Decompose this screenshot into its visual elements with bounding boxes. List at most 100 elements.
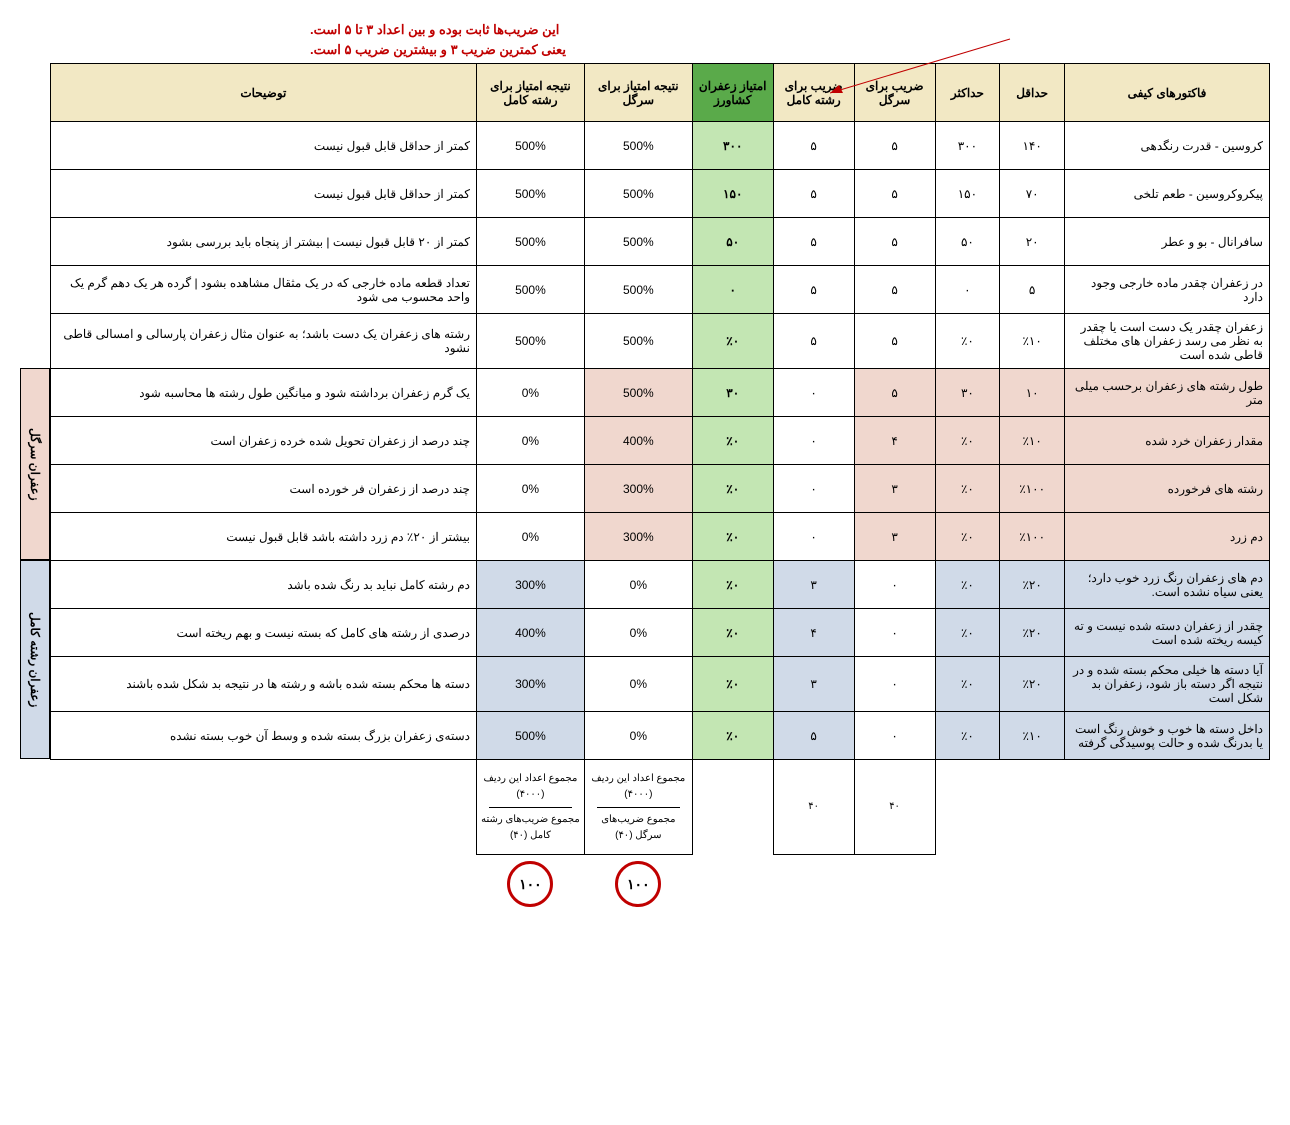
cell-min: ۷۰	[1000, 170, 1065, 218]
cell-max: ۳۰	[935, 369, 1000, 417]
cell-max: ۵۰	[935, 218, 1000, 266]
final-sargol: ۱۰۰	[584, 855, 692, 914]
cell-factor: پیکروکروسین - طعم تلخی	[1065, 170, 1270, 218]
cell-factor: در زعفران چقدر ماده خارجی وجود دارد	[1065, 266, 1270, 314]
sum-coef-full: ۴۰	[773, 760, 854, 855]
cell-result-full: 0%	[476, 417, 584, 465]
cell-max: ۳۰۰	[935, 122, 1000, 170]
cell-coef-sargol: ۵	[854, 170, 935, 218]
final-full: ۱۰۰	[476, 855, 584, 914]
side-label-full: زعفران رشته کامل	[20, 560, 50, 759]
cell-coef-sargol: ۵	[854, 122, 935, 170]
cell-score: ٪۰	[692, 314, 773, 369]
table-row: پیکروکروسین - طعم تلخی۷۰۱۵۰۵۵۱۵۰500%500%…	[50, 170, 1269, 218]
cell-coef-full: ۵	[773, 122, 854, 170]
cell-desc: کمتر از ۲۰ قابل قبول نیست | بیشتر از پنج…	[50, 218, 476, 266]
cell-max: ٪۰	[935, 609, 1000, 657]
cell-result-full: 400%	[476, 609, 584, 657]
cell-max: ٪۰	[935, 314, 1000, 369]
table-row: دم زرد٪۱۰۰٪۰۳۰٪۰300%0%بیشتر از ۲۰٪ دم زر…	[50, 513, 1269, 561]
note-text: این ضریب‌ها ثابت بوده و بین اعداد ۳ تا ۵…	[310, 20, 1270, 59]
cell-coef-sargol: ۳	[854, 513, 935, 561]
cell-factor: چقدر از زعفران دسته شده نیست و ته کیسه ر…	[1065, 609, 1270, 657]
cell-result-sargol: 500%	[584, 170, 692, 218]
cell-min: ۱۴۰	[1000, 122, 1065, 170]
side-spacer	[20, 63, 50, 368]
cell-coef-full: ۵	[773, 218, 854, 266]
cell-desc: درصدی از رشته های کامل که بسته نیست و به…	[50, 609, 476, 657]
sum-result-sargol: مجموع اعداد این ردیف (۴۰۰۰)مجموع ضریب‌ها…	[584, 760, 692, 855]
cell-result-full: 0%	[476, 513, 584, 561]
th-desc: توضیحات	[50, 64, 476, 122]
cell-score: ۳۰	[692, 369, 773, 417]
cell-factor: طول رشته های زعفران برحسب میلی متر	[1065, 369, 1270, 417]
table-row: سافرانال - بو و عطر۲۰۵۰۵۵۵۰500%500%کمتر …	[50, 218, 1269, 266]
th-result-sargol: نتیجه امتیاز برای سرگل	[584, 64, 692, 122]
cell-result-sargol: 300%	[584, 513, 692, 561]
cell-desc: کمتر از حداقل قابل قبول نیست	[50, 122, 476, 170]
cell-score: ۳۰۰	[692, 122, 773, 170]
table-wrapper: فاکتورهای کیفی حداقل حداکثر ضریب برای سر…	[20, 63, 1270, 913]
cell-desc: بیشتر از ۲۰٪ دم زرد داشته باشد قابل قبول…	[50, 513, 476, 561]
cell-coef-sargol: ۵	[854, 369, 935, 417]
cell-result-full: 500%	[476, 170, 584, 218]
cell-min: ۲۰	[1000, 218, 1065, 266]
cell-desc: کمتر از حداقل قابل قبول نیست	[50, 170, 476, 218]
cell-min: ٪۲۰	[1000, 561, 1065, 609]
cell-desc: چند درصد از زعفران تحویل شده خرده زعفران…	[50, 417, 476, 465]
cell-coef-sargol: ۴	[854, 417, 935, 465]
table-row: دم های زعفران رنگ زرد خوب دارد؛ یعنی سیا…	[50, 561, 1269, 609]
cell-factor: دم زرد	[1065, 513, 1270, 561]
cell-result-full: 0%	[476, 465, 584, 513]
final-row: ۱۰۰ ۱۰۰	[50, 855, 1269, 914]
cell-result-sargol: 300%	[584, 465, 692, 513]
cell-result-full: 300%	[476, 561, 584, 609]
cell-coef-sargol: ۵	[854, 266, 935, 314]
cell-factor: زعفران چقدر یک دست است یا چقدر به نظر می…	[1065, 314, 1270, 369]
cell-result-sargol: 0%	[584, 657, 692, 712]
cell-result-full: 300%	[476, 657, 584, 712]
cell-factor: کروسین - قدرت رنگدهی	[1065, 122, 1270, 170]
th-score: امتیاز زعفران کشاورز	[692, 64, 773, 122]
cell-factor: سافرانال - بو و عطر	[1065, 218, 1270, 266]
circle-value: ۱۰۰	[507, 861, 553, 907]
th-result-full: نتیجه امتیاز برای رشته کامل	[476, 64, 584, 122]
cell-result-full: 500%	[476, 218, 584, 266]
cell-max: ٪۰	[935, 465, 1000, 513]
cell-result-sargol: 0%	[584, 561, 692, 609]
cell-min: ۱۰	[1000, 369, 1065, 417]
note-line1: این ضریب‌ها ثابت بوده و بین اعداد ۳ تا ۵…	[310, 20, 1270, 40]
cell-coef-sargol: ۵	[854, 218, 935, 266]
cell-coef-sargol: ۵	[854, 314, 935, 369]
cell-score: ۱۵۰	[692, 170, 773, 218]
cell-min: ٪۱۰	[1000, 417, 1065, 465]
cell-coef-sargol: ۰	[854, 657, 935, 712]
summary-row: ۴۰۴۰ مجموع اعداد این ردیف (۴۰۰۰)مجموع ضری…	[50, 760, 1269, 855]
cell-result-sargol: 500%	[584, 266, 692, 314]
cell-min: ٪۱۰	[1000, 712, 1065, 760]
cell-result-sargol: 0%	[584, 712, 692, 760]
side-column: زعفران سرگل زعفران رشته کامل	[20, 63, 50, 913]
sum-coef-sargol: ۴۰	[854, 760, 935, 855]
cell-desc: دسته ها محکم بسته شده باشه و رشته ها در …	[50, 657, 476, 712]
cell-score: ٪۰	[692, 513, 773, 561]
cell-score: ٪۰	[692, 609, 773, 657]
cell-result-sargol: 500%	[584, 122, 692, 170]
sum-result-full: مجموع اعداد این ردیف (۴۰۰۰)مجموع ضریب‌ها…	[476, 760, 584, 855]
cell-desc: دسته‌ی زعفران بزرگ بسته شده و وسط آن خوب…	[50, 712, 476, 760]
cell-min: ٪۱۰۰	[1000, 513, 1065, 561]
table-row: کروسین - قدرت رنگدهی۱۴۰۳۰۰۵۵۳۰۰500%500%ک…	[50, 122, 1269, 170]
cell-factor: دم های زعفران رنگ زرد خوب دارد؛ یعنی سیا…	[1065, 561, 1270, 609]
note-line2: یعنی کمترین ضریب ۳ و بیشترین ضریب ۵ است.	[310, 40, 1270, 60]
cell-coef-full: ۴	[773, 609, 854, 657]
cell-score: ٪۰	[692, 465, 773, 513]
cell-coef-full: ۳	[773, 561, 854, 609]
cell-min: ٪۲۰	[1000, 657, 1065, 712]
cell-max: ۰	[935, 266, 1000, 314]
cell-result-sargol: 0%	[584, 609, 692, 657]
cell-coef-sargol: ۰	[854, 609, 935, 657]
cell-max: ۱۵۰	[935, 170, 1000, 218]
cell-coef-full: ۵	[773, 170, 854, 218]
table-row: زعفران چقدر یک دست است یا چقدر به نظر می…	[50, 314, 1269, 369]
cell-min: ۵	[1000, 266, 1065, 314]
